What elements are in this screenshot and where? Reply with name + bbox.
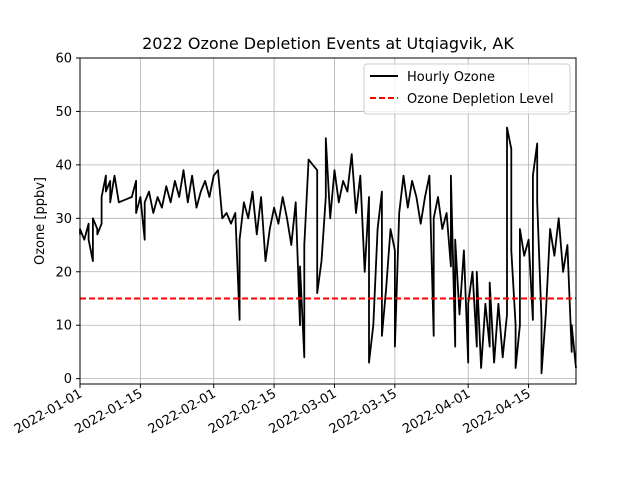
axes-frame bbox=[79, 57, 577, 385]
series-line-hourly-ozone bbox=[79, 126, 577, 375]
y-tick-label: 0 bbox=[64, 372, 72, 387]
y-axis-label: Ozone [ppbv] bbox=[33, 177, 48, 265]
legend-label-hourly-ozone: Hourly Ozone bbox=[407, 70, 495, 85]
y-tick-label: 30 bbox=[55, 212, 72, 227]
y-axis: 0 10 20 30 40 50 60 bbox=[55, 52, 80, 387]
y-tick-label: 40 bbox=[55, 158, 72, 173]
y-tick-label: 20 bbox=[55, 265, 72, 280]
y-tick-label: 50 bbox=[55, 105, 72, 120]
y-tick-label: 60 bbox=[55, 52, 72, 67]
legend: Hourly Ozone Ozone Depletion Level bbox=[363, 63, 571, 115]
chart-title: 2022 Ozone Depletion Events at Utqiagvik… bbox=[142, 34, 514, 53]
legend-label-depletion-level: Ozone Depletion Level bbox=[407, 92, 554, 107]
legend-box bbox=[363, 63, 571, 115]
plot-area bbox=[79, 126, 577, 375]
y-tick-label: 10 bbox=[55, 319, 72, 334]
